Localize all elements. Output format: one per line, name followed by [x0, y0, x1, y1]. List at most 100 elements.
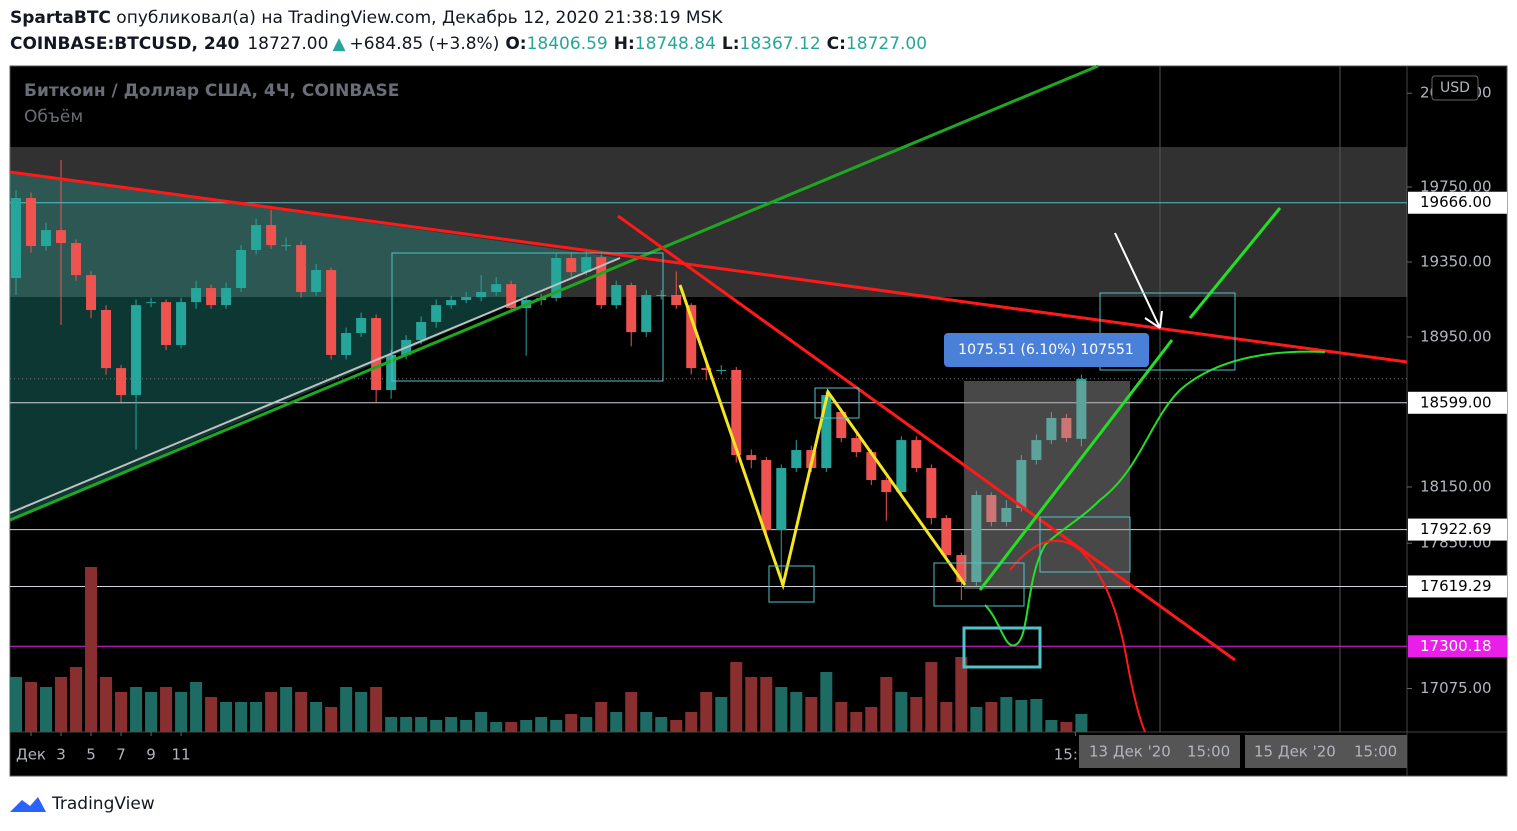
price-badge: [1408, 518, 1507, 541]
volume-bar: [415, 717, 428, 732]
trend-line: [9, 64, 1099, 522]
candle-body: [71, 243, 82, 276]
last: 18727.00: [247, 34, 328, 54]
trend-line: [9, 170, 1408, 364]
time-badge-label: 15:00: [1354, 743, 1397, 761]
candle-body: [26, 198, 37, 247]
candle-body: [101, 309, 112, 369]
volume-bar: [100, 677, 113, 732]
candle-body: [686, 305, 697, 369]
volume-bar: [280, 687, 293, 732]
volume-bar: [595, 702, 608, 732]
candle-body: [881, 480, 892, 493]
volume-bar: [955, 657, 968, 732]
volume-bar: [160, 687, 173, 732]
zigzag: [678, 284, 967, 591]
box: [768, 565, 815, 603]
volume-bar: [700, 692, 713, 732]
candle-body: [296, 245, 307, 292]
volume-bar: [25, 682, 38, 732]
volume-bar: [1015, 700, 1028, 732]
time-badge: [1245, 735, 1407, 768]
price-badge: [1408, 575, 1507, 598]
volume-bar: [475, 712, 488, 732]
candle-body: [626, 285, 637, 333]
candle-body: [1046, 417, 1057, 441]
volume-bar: [445, 717, 458, 732]
candle-body: [11, 198, 22, 279]
time-badge-label: 13 Дек '20: [1089, 743, 1171, 761]
curve: [1009, 539, 1146, 733]
volume-bar: [235, 702, 248, 732]
price-badge-label: 17619.29: [1420, 577, 1492, 595]
volume-bar: [895, 692, 908, 732]
volume-bar: [820, 672, 833, 732]
x-tick-label: 9: [146, 746, 156, 764]
publish-line: SpartaBTC опубликовал(а) на TradingView.…: [10, 8, 723, 28]
currency-badge[interactable]: [1431, 75, 1479, 101]
candle-body: [146, 302, 157, 304]
volume-bar: [115, 692, 128, 732]
candle-body: [1076, 378, 1087, 439]
candle-body: [551, 258, 562, 298]
volume-bar: [175, 692, 188, 732]
candle-body: [1031, 440, 1042, 460]
volume-bar: [370, 687, 383, 732]
volume-bar: [850, 712, 863, 732]
volume-bar: [880, 677, 893, 732]
time-badge: [1079, 735, 1240, 768]
arrow: ▲: [332, 34, 346, 54]
currency: USD: [1440, 80, 1470, 96]
price-badge: [1408, 635, 1507, 658]
candle-body: [851, 438, 862, 453]
y-tick-label: 18950.00: [1420, 327, 1492, 345]
trend-line: [978, 339, 1174, 591]
candle-body: [431, 305, 442, 322]
x-tick-label: 5: [86, 746, 96, 764]
volume-bar: [10, 677, 23, 732]
volume-bar: [400, 717, 413, 732]
measure-label: 1075.51 (6.10%) 107551: [958, 342, 1134, 358]
volume-bar: [970, 707, 983, 732]
volume-bar: [580, 717, 593, 732]
price-badge-label: 17300.18: [1420, 637, 1492, 655]
candle-body: [941, 518, 952, 556]
y-tick-label: 19350.00: [1420, 252, 1492, 270]
brand: TradingView: [51, 794, 155, 814]
volume-bar: [130, 687, 143, 732]
volume-bar: [625, 692, 638, 732]
candle-body: [281, 245, 292, 247]
chart-frame: [9, 65, 1508, 777]
candle-body: [821, 395, 832, 469]
price-badge: [1408, 191, 1507, 214]
volume-bar: [865, 707, 878, 732]
candle-body: [791, 450, 802, 469]
volume-bar: [775, 687, 788, 732]
candle-body: [341, 333, 352, 355]
candle-body: [311, 270, 322, 292]
price-badge-label: 18599.00: [1420, 393, 1492, 411]
volume-bar: [1030, 699, 1043, 732]
box: [933, 562, 1025, 607]
candle-body: [356, 318, 367, 334]
o-label: O:: [505, 34, 526, 54]
trend-line: [9, 257, 621, 514]
o: 18406.59: [527, 34, 608, 54]
candle-body: [131, 305, 142, 396]
candle-body: [971, 495, 982, 583]
candle-body: [836, 411, 847, 439]
candle-body: [611, 285, 622, 306]
ohlc-line: COINBASE:BTCUSD, 240 18727.00 ▲ +684.85 (+3…: [10, 34, 927, 54]
volume-bar: [655, 717, 668, 732]
price-badge-label: 19666.00: [1420, 193, 1492, 211]
box: [962, 626, 1042, 669]
volume-bar: [295, 692, 308, 732]
candle-body: [641, 294, 652, 333]
trend-line: [617, 214, 1236, 662]
volume-bar: [565, 714, 578, 732]
candle-body: [206, 288, 217, 306]
volume-bar: [640, 712, 653, 732]
candle-body: [491, 284, 502, 292]
volume-bar: [505, 722, 518, 732]
c-label: C:: [827, 34, 846, 54]
